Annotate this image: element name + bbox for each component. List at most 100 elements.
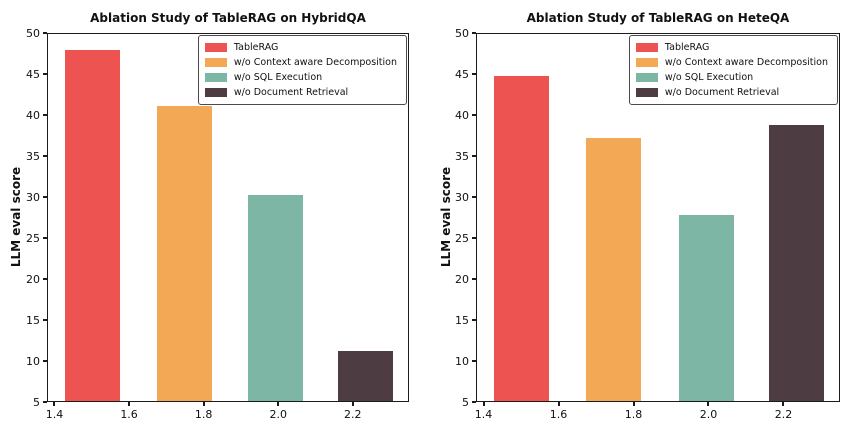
bar-tablerag	[493, 75, 549, 402]
x-tick-label: 1.6	[120, 408, 138, 421]
legend-label: w/o Context aware Decomposition	[664, 57, 828, 68]
y-tick	[472, 360, 476, 362]
y-tick-label: 10	[26, 354, 40, 368]
y-axis-label: LLM eval score	[439, 166, 453, 268]
x-tick-label: 2.2	[774, 408, 793, 421]
y-tick-label: 10	[455, 354, 469, 368]
x-tick-label: 2.0	[699, 408, 718, 421]
legend-swatch-icon	[635, 43, 658, 52]
legend-item-tablerag: TableRAG	[635, 40, 828, 55]
legend-label: w/o Document Retrieval	[233, 87, 349, 98]
x-tick	[707, 402, 710, 406]
x-tick	[482, 402, 485, 406]
y-tick	[43, 360, 47, 362]
plot-area-hybridqa: 5 10 15 20 25 30 35 40 45 50 1.4 1.6 1.8 2.0 2.2 TableR…	[26, 27, 409, 421]
legend-swatch-icon	[204, 58, 227, 67]
chart-title-hybridqa: Ablation Study of TableRAG on HybridQA	[90, 11, 366, 25]
y-tick	[43, 32, 47, 34]
y-tick	[472, 32, 476, 34]
y-tick	[43, 196, 47, 198]
legend-label: w/o Context aware Decomposition	[233, 57, 397, 68]
bar-w-o-sql-execution	[248, 195, 304, 402]
y-tick	[43, 237, 47, 239]
y-tick-label: 40	[455, 108, 469, 122]
bar-tablerag	[64, 50, 120, 402]
legend-swatch-icon	[635, 88, 658, 97]
legend-item-w-o-document-retrieval: w/o Document Retrieval	[204, 85, 397, 100]
y-tick	[43, 278, 47, 280]
y-tick-label: 50	[26, 26, 40, 40]
y-tick-label: 25	[455, 231, 469, 245]
legend: TableRAG w/o Context aware Decomposition w…	[628, 35, 838, 105]
y-tick-label: 5	[33, 395, 40, 409]
bar-w-o-context-aware-decomposition	[586, 137, 642, 402]
y-tick-label: 40	[26, 108, 40, 122]
legend-swatch-icon	[204, 88, 227, 97]
y-tick-label: 15	[455, 313, 469, 327]
legend-item-w-o-document-retrieval: w/o Document Retrieval	[635, 85, 828, 100]
y-tick	[43, 114, 47, 116]
y-tick	[472, 319, 476, 321]
y-axis-label: LLM eval score	[9, 166, 23, 268]
y-tick	[472, 155, 476, 157]
x-tick	[277, 402, 280, 406]
y-tick-label: 5	[462, 395, 469, 409]
y-tick	[43, 401, 47, 403]
plot-area-heteqa: 5 10 15 20 25 30 35 40 45 50 1.4 1.6 1.8 2.0 2.2 TableR…	[455, 27, 840, 421]
x-tick-label: 2.2	[344, 408, 362, 421]
y-tick-label: 25	[26, 231, 40, 245]
legend-label: TableRAG	[664, 42, 710, 53]
x-tick-label: 1.4	[45, 408, 64, 421]
y-tick	[43, 319, 47, 321]
legend-label: TableRAG	[233, 42, 279, 53]
y-tick	[472, 114, 476, 116]
legend-item-w-o-sql-execution: w/o SQL Execution	[635, 70, 828, 85]
x-tick-label: 1.8	[194, 408, 213, 421]
x-tick	[351, 402, 354, 406]
y-tick	[472, 401, 476, 403]
legend-label: w/o Document Retrieval	[664, 87, 780, 98]
y-tick-label: 30	[455, 190, 469, 204]
legend-swatch-icon	[635, 58, 658, 67]
y-tick	[472, 278, 476, 280]
x-tick	[53, 402, 56, 406]
y-tick-label: 50	[455, 26, 469, 40]
legend-label: w/o SQL Execution	[664, 72, 754, 83]
y-tick-label: 15	[26, 313, 40, 327]
legend-item-w-o-context-aware-decomposition: w/o Context aware Decomposition	[635, 55, 828, 70]
chart-title-heteqa: Ablation Study of TableRAG on HeteQA	[526, 11, 790, 25]
x-tick	[557, 402, 560, 406]
chart-hybridqa: Ablation Study of TableRAG on HybridQA L…	[0, 0, 426, 430]
y-tick	[43, 73, 47, 75]
y-tick-label: 30	[26, 190, 40, 204]
legend-item-w-o-sql-execution: w/o SQL Execution	[204, 70, 397, 85]
x-tick-label: 2.0	[269, 408, 287, 421]
legend: TableRAG w/o Context aware Decomposition w…	[197, 35, 407, 105]
y-tick-label: 20	[26, 272, 40, 286]
x-tick	[202, 402, 205, 406]
y-tick	[472, 237, 476, 239]
bar-w-o-document-retrieval	[338, 351, 394, 402]
x-tick-label: 1.4	[474, 408, 493, 421]
y-tick	[472, 196, 476, 198]
bar-w-o-sql-execution	[678, 215, 734, 402]
legend-label: w/o SQL Execution	[233, 72, 323, 83]
x-tick-label: 1.6	[549, 408, 568, 421]
y-tick-label: 35	[455, 149, 469, 163]
legend-swatch-icon	[204, 73, 227, 82]
x-tick-label: 1.8	[624, 408, 643, 421]
y-tick-label: 35	[26, 149, 40, 163]
bar-w-o-context-aware-decomposition	[156, 105, 212, 402]
x-tick	[782, 402, 785, 406]
x-tick	[128, 402, 131, 406]
y-tick-label: 20	[455, 272, 469, 286]
legend-swatch-icon	[204, 43, 227, 52]
y-tick-label: 45	[455, 67, 469, 81]
y-tick-label: 45	[26, 67, 40, 81]
y-tick	[43, 155, 47, 157]
bar-w-o-document-retrieval	[768, 124, 825, 402]
legend-swatch-icon	[635, 73, 658, 82]
y-tick	[472, 73, 476, 75]
legend-item-w-o-context-aware-decomposition: w/o Context aware Decomposition	[204, 55, 397, 70]
